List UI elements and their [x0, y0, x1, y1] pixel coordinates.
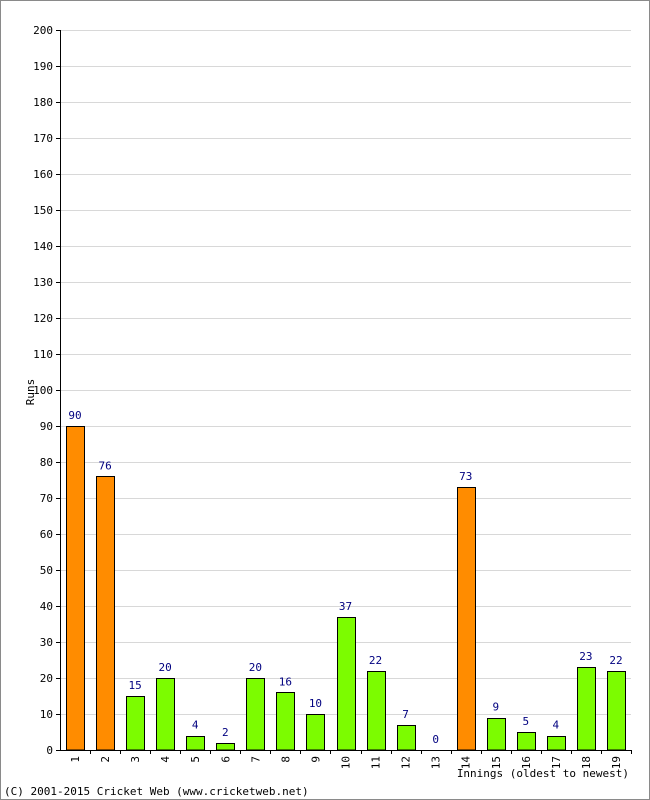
bar-innings-16: [517, 732, 536, 751]
y-tick-label: 110: [33, 348, 53, 361]
value-label: 20: [159, 661, 172, 674]
value-label: 0: [432, 733, 439, 746]
bar-innings-2: [96, 476, 115, 751]
value-labels: 90 76 15 20 4 2 20 16 10 37 22 7 0 73 9 5 4 23 22: [68, 409, 622, 746]
x-tick-label: 3: [129, 756, 142, 763]
y-axis-title: Runs: [24, 379, 37, 406]
value-label: 22: [609, 654, 622, 667]
x-tick-label: 11: [370, 756, 383, 769]
bar-innings-19: [607, 671, 626, 751]
x-tick-label: 2: [99, 756, 112, 763]
y-axis-ticks: 0 10 20 30 40 50 60 70 80 90 100 110 120 130 140 150 160…: [33, 24, 60, 757]
value-label: 90: [68, 409, 81, 422]
y-tick-label: 10: [40, 708, 53, 721]
value-label: 4: [553, 719, 560, 732]
bar-innings-9: [306, 714, 325, 751]
x-axis-title: Innings (oldest to newest): [457, 767, 629, 780]
y-tick-label: 50: [40, 564, 53, 577]
value-label: 4: [192, 719, 199, 732]
x-tick-label: 9: [309, 756, 322, 763]
value-label: 22: [369, 654, 382, 667]
y-tick-label: 190: [33, 60, 53, 73]
y-tick-label: 70: [40, 492, 53, 505]
x-tick-label: 17: [550, 756, 563, 769]
y-tick-label: 20: [40, 672, 53, 685]
x-tick-label: 8: [279, 756, 292, 763]
x-tick-label: 10: [340, 756, 353, 769]
value-label: 5: [523, 715, 530, 728]
x-tick-label: 4: [159, 756, 172, 763]
bar-innings-6: [216, 743, 235, 751]
bar-innings-11: [367, 671, 386, 751]
value-label: 16: [279, 675, 292, 688]
value-label: 9: [492, 701, 499, 714]
bar-innings-18: [577, 667, 596, 751]
y-tick-label: 130: [33, 276, 53, 289]
value-label: 76: [98, 459, 111, 472]
y-tick-label: 80: [40, 456, 53, 469]
y-tick-label: 90: [40, 420, 53, 433]
grid-lines: [60, 30, 631, 715]
value-label: 37: [339, 600, 352, 613]
y-tick-label: 120: [33, 312, 53, 325]
bar-innings-17: [547, 736, 566, 751]
bar-innings-3: [126, 696, 145, 751]
value-label: 73: [459, 470, 472, 483]
bar-innings-4: [156, 678, 175, 751]
y-tick-label: 40: [40, 600, 53, 613]
bar-innings-15: [487, 718, 506, 751]
y-tick-label: 150: [33, 204, 53, 217]
y-tick-label: 0: [46, 744, 53, 757]
y-tick-label: 30: [40, 636, 53, 649]
y-tick-label: 180: [33, 96, 53, 109]
x-tick-label: 1: [69, 756, 82, 763]
y-tick-label: 200: [33, 24, 53, 37]
x-tick-label: 5: [189, 756, 202, 763]
value-label: 2: [222, 726, 229, 739]
y-tick-label: 140: [33, 240, 53, 253]
bar-innings-12: [397, 725, 416, 751]
x-tick-label: 6: [219, 756, 232, 763]
value-label: 7: [402, 708, 409, 721]
bar-innings-14: [457, 487, 476, 751]
y-tick-label: 100: [33, 384, 53, 397]
bar-innings-1: [66, 426, 85, 751]
value-label: 23: [579, 650, 592, 663]
y-tick-label: 170: [33, 132, 53, 145]
value-label: 10: [309, 697, 322, 710]
x-tick-label: 19: [610, 756, 623, 769]
value-label: 20: [249, 661, 262, 674]
x-tick-label: 16: [520, 756, 533, 769]
y-tick-label: 160: [33, 168, 53, 181]
x-tick-label: 18: [580, 756, 593, 769]
x-tick-label: 14: [460, 756, 473, 770]
x-axis-ticks: 1 2 3 4 5 6 7 8 9 10 11 12 13 14 15 16 17 18 19: [69, 750, 632, 770]
x-tick-label: 13: [430, 756, 443, 769]
x-tick-label: 7: [249, 756, 262, 763]
bar-series: [66, 426, 626, 751]
bar-innings-5: [186, 736, 205, 751]
x-tick-label: 12: [400, 756, 413, 769]
value-label: 15: [129, 679, 142, 692]
copyright-text: (C) 2001-2015 Cricket Web (www.cricketwe…: [4, 785, 309, 798]
bar-innings-7: [246, 678, 265, 751]
bar-innings-10: [337, 617, 356, 751]
bar-innings-8: [276, 692, 295, 751]
y-tick-label: 60: [40, 528, 53, 541]
x-tick-label: 15: [490, 756, 503, 769]
